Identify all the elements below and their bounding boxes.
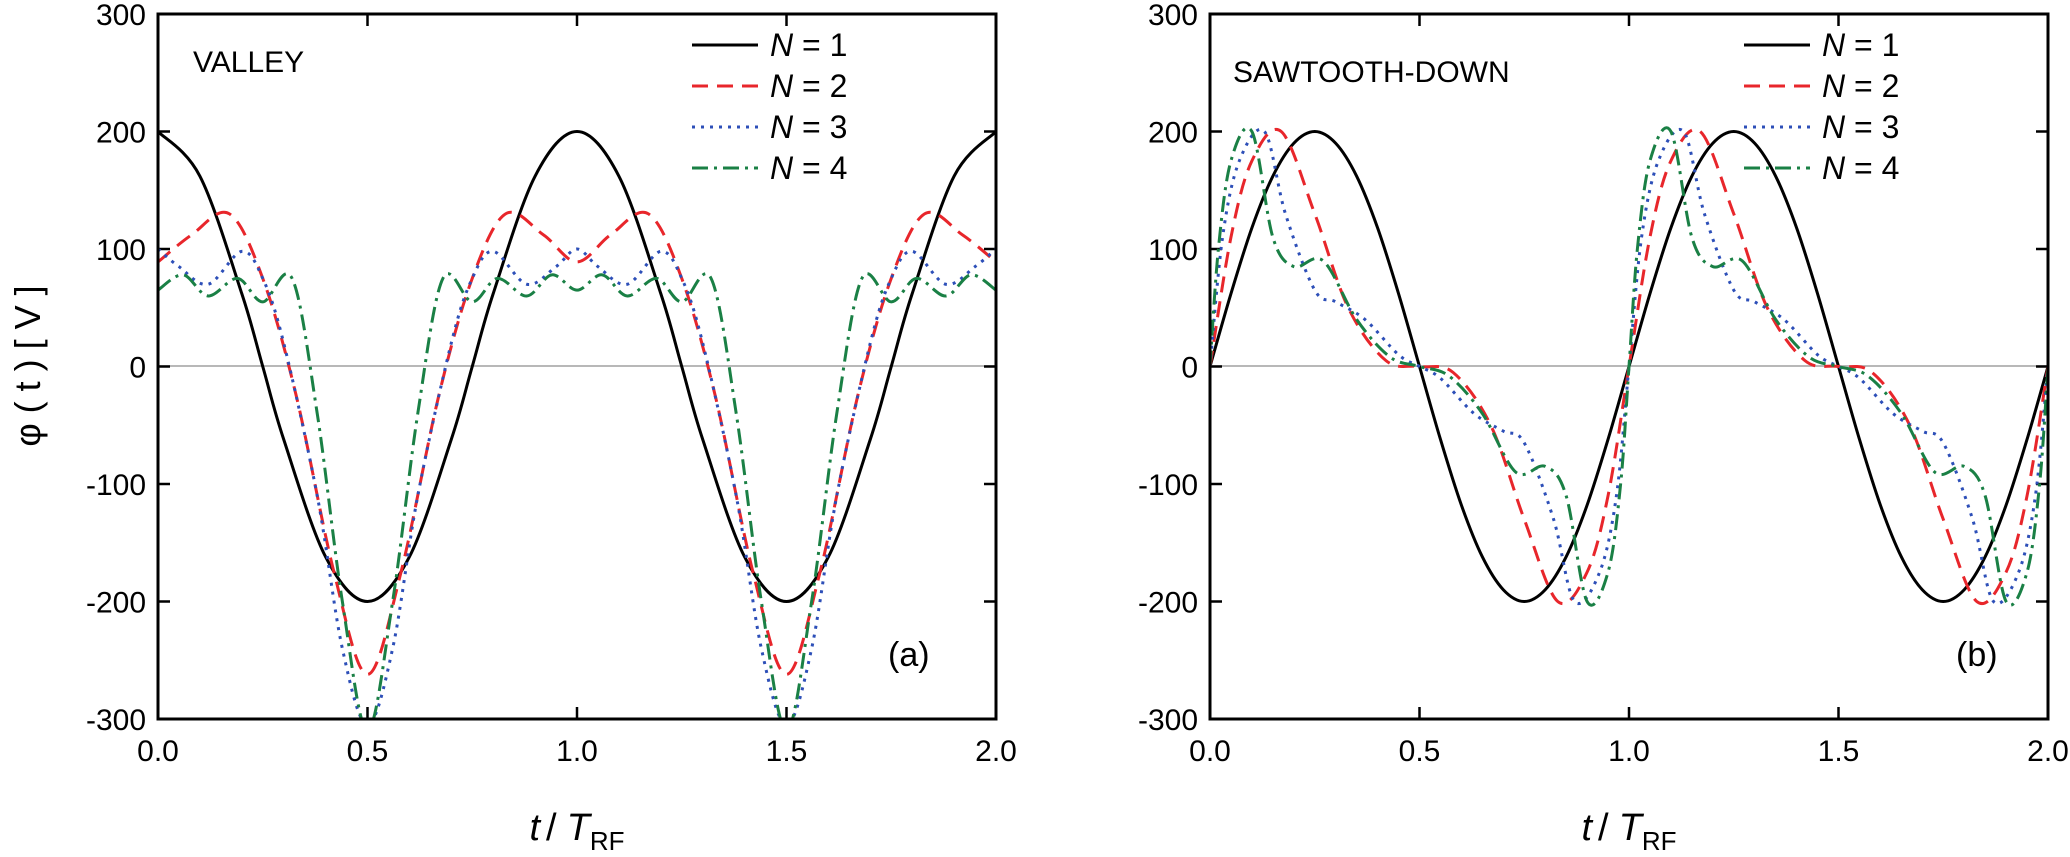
legend-label-n4: N = 4 bbox=[770, 150, 847, 186]
legend: N = 1 N = 2 N = 3 N = 4 bbox=[692, 27, 847, 186]
x-axis-label-t: t bbox=[529, 807, 541, 849]
chart-title: SAWTOOTH-DOWN bbox=[1233, 56, 1510, 89]
y-axis-label: φ ( t ) [ V ] bbox=[7, 285, 48, 446]
y-tick-label: 200 bbox=[96, 117, 146, 150]
x-axis-label-sub: RF bbox=[590, 826, 625, 852]
legend-label-n2: N = 2 bbox=[770, 68, 847, 104]
svg-text:t/TRF: t / TRF bbox=[1581, 807, 1676, 852]
x-axis-label: t / TRF bbox=[1581, 807, 1676, 856]
series-line-n4 bbox=[158, 272, 996, 719]
x-tick-label: 2.0 bbox=[2027, 735, 2069, 768]
y-tick-label: 200 bbox=[1148, 117, 1198, 150]
chart-title: VALLEY bbox=[193, 46, 304, 79]
x-axis-label: t / TRF bbox=[529, 807, 624, 856]
legend-label-n4: N = 4 bbox=[1822, 150, 1899, 186]
x-tick-label: 1.5 bbox=[766, 735, 808, 768]
plot-frame bbox=[156, 12, 998, 721]
x-tick-label: 0.0 bbox=[137, 735, 179, 768]
x-tick-label: 2.0 bbox=[975, 735, 1017, 768]
x-axis-label-T: T bbox=[567, 807, 593, 849]
series-line-n1 bbox=[158, 130, 996, 603]
panel-a: 0.0 0.5 1.0 1.5 2.0 -300 -200 -100 0 100 200 300 VA… bbox=[86, 0, 1017, 856]
series-line-n3 bbox=[158, 247, 996, 719]
x-tick-label: 0.5 bbox=[347, 735, 389, 768]
x-tick-label: 0.5 bbox=[1399, 735, 1441, 768]
plot-frame bbox=[1208, 12, 2050, 721]
y-tick-label: 300 bbox=[1148, 0, 1198, 32]
legend-label-n2: N = 2 bbox=[1822, 68, 1899, 104]
svg-text:t/TRF: t / TRF bbox=[529, 807, 624, 852]
y-tick-label: 0 bbox=[129, 352, 146, 385]
y-tick-label: 100 bbox=[96, 234, 146, 267]
y-tick-label: -200 bbox=[1138, 587, 1198, 620]
y-tick-label: -100 bbox=[86, 469, 146, 502]
panel-label: (b) bbox=[1956, 636, 1998, 674]
y-tick-label: 100 bbox=[1148, 234, 1198, 267]
x-axis-label-T: T bbox=[1619, 807, 1645, 849]
x-axis-label-sep: / bbox=[546, 807, 557, 849]
axis-ticks: 0.0 0.5 1.0 1.5 2.0 -300 -200 -100 0 100 200 300 bbox=[1138, 0, 2069, 768]
x-tick-label: 1.5 bbox=[1818, 735, 1860, 768]
legend: N = 1 N = 2 N = 3 N = 4 bbox=[1744, 27, 1899, 186]
x-axis-label-sep: / bbox=[1598, 807, 1609, 849]
x-axis-label-sub: RF bbox=[1642, 826, 1677, 852]
y-tick-label: -300 bbox=[1138, 704, 1198, 737]
series-line-n4 bbox=[1210, 126, 2048, 607]
series-layer bbox=[1210, 126, 2048, 607]
y-tick-label: 0 bbox=[1181, 352, 1198, 385]
panel-b: 0.0 0.5 1.0 1.5 2.0 -300 -200 -100 0 100 200 300 SA… bbox=[1138, 0, 2069, 856]
y-tick-label: -200 bbox=[86, 587, 146, 620]
legend-label-n1: N = 1 bbox=[770, 27, 847, 63]
x-tick-label: 1.0 bbox=[556, 735, 598, 768]
x-axis-label-t: t bbox=[1581, 807, 1593, 849]
axis-ticks: 0.0 0.5 1.0 1.5 2.0 -300 -200 -100 0 100 200 300 bbox=[86, 0, 1017, 768]
y-tick-label: -300 bbox=[86, 704, 146, 737]
y-tick-label: 300 bbox=[96, 0, 146, 32]
series-line-n2 bbox=[1210, 128, 2048, 605]
x-tick-label: 0.0 bbox=[1189, 735, 1231, 768]
legend-label-n3: N = 3 bbox=[770, 109, 847, 145]
series-layer bbox=[158, 130, 996, 719]
legend-label-n1: N = 1 bbox=[1822, 27, 1899, 63]
y-tick-label: -100 bbox=[1138, 469, 1198, 502]
legend-label-n3: N = 3 bbox=[1822, 109, 1899, 145]
series-line-n2 bbox=[158, 210, 996, 676]
panel-label: (a) bbox=[888, 636, 930, 674]
x-tick-label: 1.0 bbox=[1608, 735, 1650, 768]
